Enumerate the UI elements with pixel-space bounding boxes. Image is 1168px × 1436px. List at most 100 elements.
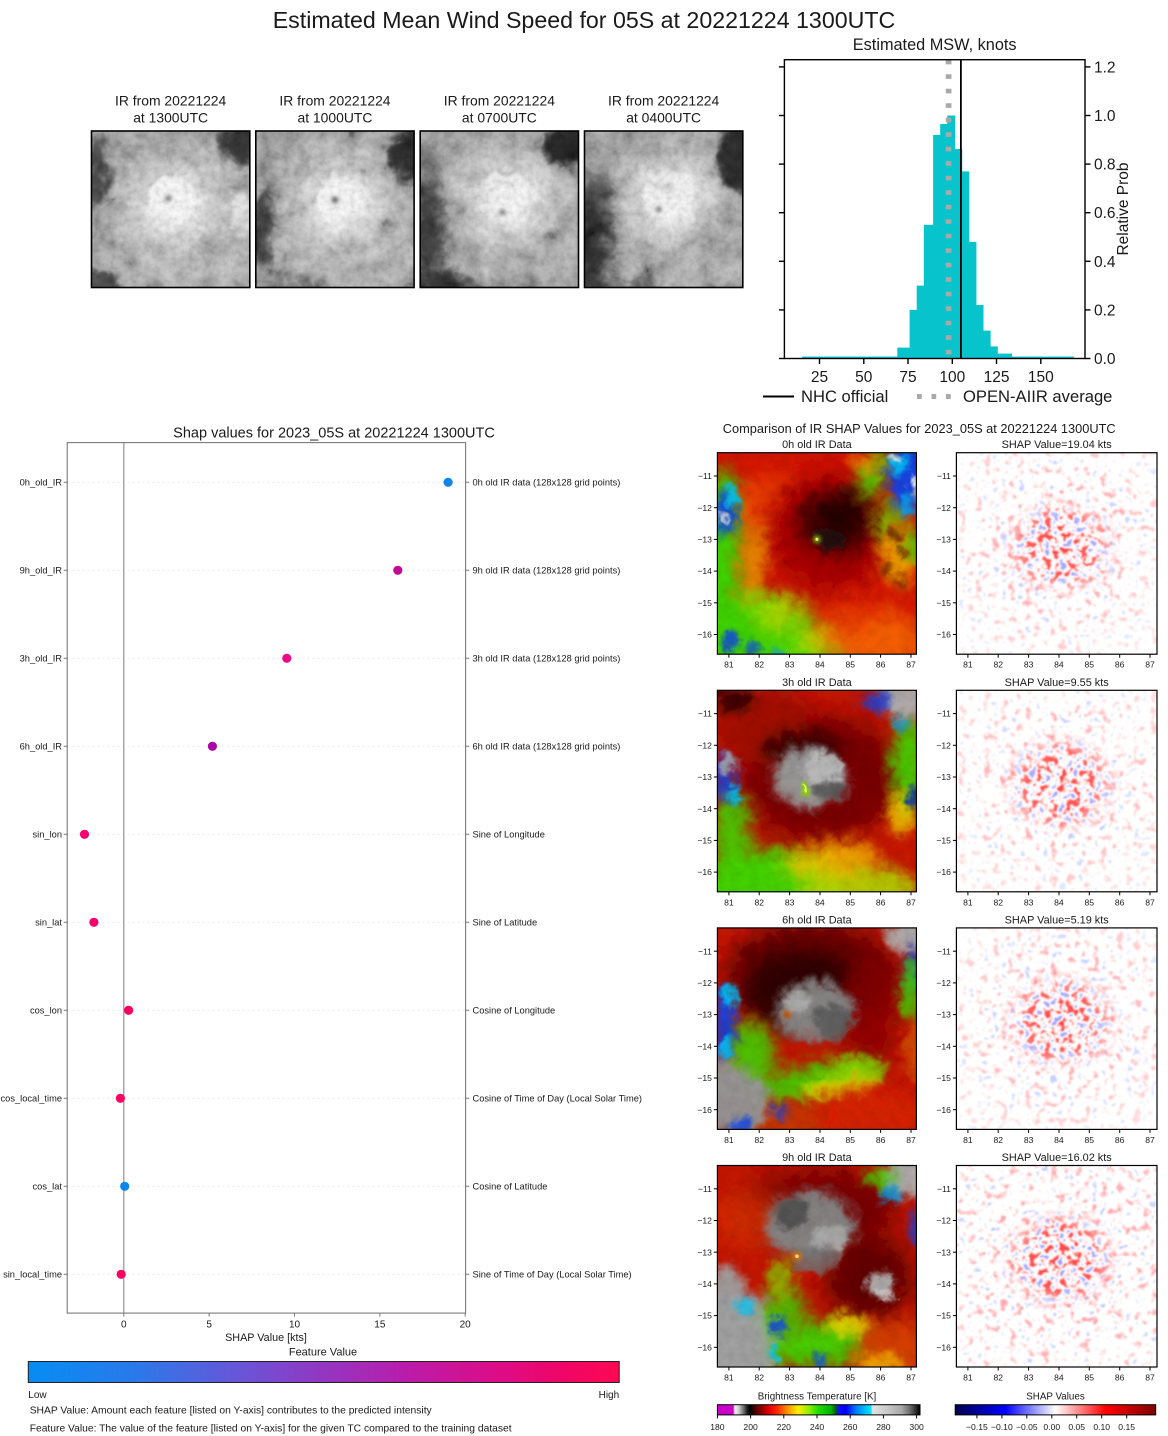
svg-text:Cosine of Longitude: Cosine of Longitude (473, 1006, 556, 1016)
svg-text:−14: −14 (697, 1041, 712, 1051)
svg-text:220: 220 (777, 1422, 792, 1432)
svg-text:−11: −11 (937, 1184, 951, 1194)
svg-text:SHAP Value=16.02 kts: SHAP Value=16.02 kts (1002, 1152, 1113, 1164)
svg-text:82: 82 (754, 897, 764, 907)
svg-text:85: 85 (846, 1135, 856, 1145)
svg-text:−13: −13 (936, 1010, 951, 1020)
svg-text:Feature Value: The value of th: Feature Value: The value of the feature … (30, 1424, 512, 1435)
svg-text:82: 82 (993, 897, 1003, 907)
svg-text:85: 85 (846, 1373, 856, 1383)
svg-text:87: 87 (1145, 660, 1155, 670)
svg-text:−12: −12 (936, 1216, 951, 1226)
svg-text:87: 87 (906, 897, 916, 907)
svg-text:−11: −11 (937, 471, 951, 481)
svg-text:0h old IR Data: 0h old IR Data (782, 439, 853, 451)
svg-text:cos_local_time: cos_local_time (1, 1094, 63, 1104)
svg-text:81: 81 (963, 1373, 973, 1383)
svg-text:87: 87 (1145, 1135, 1155, 1145)
svg-text:−15: −15 (936, 598, 951, 608)
svg-text:SHAP Values: SHAP Values (1026, 1392, 1085, 1403)
svg-text:83: 83 (785, 1373, 795, 1383)
svg-text:−16: −16 (697, 1105, 712, 1115)
svg-text:cos_lat: cos_lat (33, 1182, 63, 1192)
svg-text:9h_old_IR: 9h_old_IR (20, 566, 63, 576)
svg-text:−11: −11 (698, 946, 712, 956)
svg-text:SHAP Value [kts]: SHAP Value [kts] (225, 1332, 307, 1344)
svg-text:3h_old_IR: 3h_old_IR (20, 654, 63, 664)
svg-text:−15: −15 (936, 836, 951, 846)
svg-text:−13: −13 (697, 772, 712, 782)
svg-text:9h old IR data (128x128 grid p: 9h old IR data (128x128 grid points) (473, 566, 621, 576)
svg-text:0: 0 (121, 1320, 127, 1331)
svg-text:SHAP Value=9.55 kts: SHAP Value=9.55 kts (1005, 677, 1110, 689)
svg-text:0.8: 0.8 (1094, 157, 1116, 174)
svg-text:−15: −15 (697, 1311, 712, 1321)
svg-text:6h_old_IR: 6h_old_IR (20, 742, 63, 752)
svg-text:−12: −12 (936, 503, 951, 513)
svg-text:84: 84 (1054, 1373, 1064, 1383)
svg-text:Low: Low (28, 1390, 47, 1401)
svg-text:−16: −16 (697, 867, 712, 877)
svg-text:85: 85 (846, 660, 856, 670)
svg-text:0.4: 0.4 (1094, 254, 1116, 271)
svg-text:1.2: 1.2 (1094, 59, 1116, 76)
svg-text:at 1300UTC: at 1300UTC (133, 110, 208, 126)
svg-text:20: 20 (460, 1320, 472, 1331)
svg-text:−11: −11 (698, 471, 712, 481)
svg-text:83: 83 (1024, 897, 1034, 907)
svg-text:OPEN-AIIR average: OPEN-AIIR average (963, 387, 1112, 406)
svg-text:83: 83 (785, 1135, 795, 1145)
svg-text:82: 82 (993, 1373, 1003, 1383)
svg-text:0.2: 0.2 (1094, 302, 1116, 319)
svg-text:83: 83 (1024, 1373, 1034, 1383)
svg-text:0h old IR data (128x128 grid p: 0h old IR data (128x128 grid points) (473, 478, 621, 488)
svg-text:SHAP Value: Amount each featur: SHAP Value: Amount each feature [listed … (30, 1406, 433, 1417)
svg-text:IR from 20221224: IR from 20221224 (279, 93, 390, 109)
svg-text:84: 84 (1054, 660, 1064, 670)
svg-text:−12: −12 (936, 978, 951, 988)
svg-text:−13: −13 (697, 1010, 712, 1020)
svg-text:84: 84 (815, 660, 825, 670)
svg-text:81: 81 (963, 1135, 973, 1145)
svg-text:100: 100 (939, 369, 965, 386)
svg-text:82: 82 (993, 1135, 1003, 1145)
svg-text:Sine of Latitude: Sine of Latitude (473, 918, 538, 928)
svg-text:200: 200 (743, 1422, 758, 1432)
svg-text:150: 150 (1028, 369, 1054, 386)
svg-text:83: 83 (785, 897, 795, 907)
svg-text:82: 82 (993, 660, 1003, 670)
svg-text:−14: −14 (936, 804, 951, 814)
svg-text:−12: −12 (697, 1216, 712, 1226)
svg-text:−14: −14 (936, 566, 951, 576)
svg-text:240: 240 (810, 1422, 825, 1432)
svg-text:0.0: 0.0 (1094, 351, 1116, 368)
svg-text:25: 25 (811, 369, 828, 386)
svg-text:−14: −14 (697, 1279, 712, 1289)
svg-text:SHAP Value=5.19 kts: SHAP Value=5.19 kts (1005, 914, 1110, 926)
svg-text:3h old IR Data: 3h old IR Data (782, 677, 853, 689)
svg-text:Estimated MSW, knots: Estimated MSW, knots (853, 36, 1017, 54)
svg-text:83: 83 (1024, 1135, 1034, 1145)
svg-text:Relative Prob: Relative Prob (1115, 162, 1132, 255)
svg-text:−16: −16 (697, 630, 712, 640)
svg-text:High: High (599, 1390, 620, 1401)
svg-text:Shap values for 2023_05S at 20: Shap values for 2023_05S at 20221224 130… (173, 426, 495, 442)
svg-text:sin_lon: sin_lon (33, 830, 62, 840)
svg-text:−16: −16 (936, 1105, 951, 1115)
svg-text:83: 83 (785, 660, 795, 670)
svg-text:84: 84 (815, 897, 825, 907)
svg-text:Comparison of IR SHAP Values f: Comparison of IR SHAP Values for 2023_05… (723, 421, 1116, 436)
svg-text:6h old IR Data: 6h old IR Data (782, 914, 853, 926)
svg-text:84: 84 (1054, 897, 1064, 907)
svg-text:−15: −15 (936, 1073, 951, 1083)
svg-text:at 0400UTC: at 0400UTC (626, 110, 701, 126)
svg-text:Estimated Mean Wind Speed for: Estimated Mean Wind Speed for 05S at 202… (273, 7, 896, 33)
svg-text:IR from 20221224: IR from 20221224 (115, 93, 226, 109)
svg-text:−0.15: −0.15 (966, 1422, 988, 1432)
svg-text:0h_old_IR: 0h_old_IR (20, 478, 63, 488)
svg-text:84: 84 (1054, 1135, 1064, 1145)
svg-text:−13: −13 (936, 535, 951, 545)
svg-text:84: 84 (815, 1373, 825, 1383)
svg-text:−11: −11 (698, 709, 712, 719)
svg-text:−15: −15 (936, 1311, 951, 1321)
